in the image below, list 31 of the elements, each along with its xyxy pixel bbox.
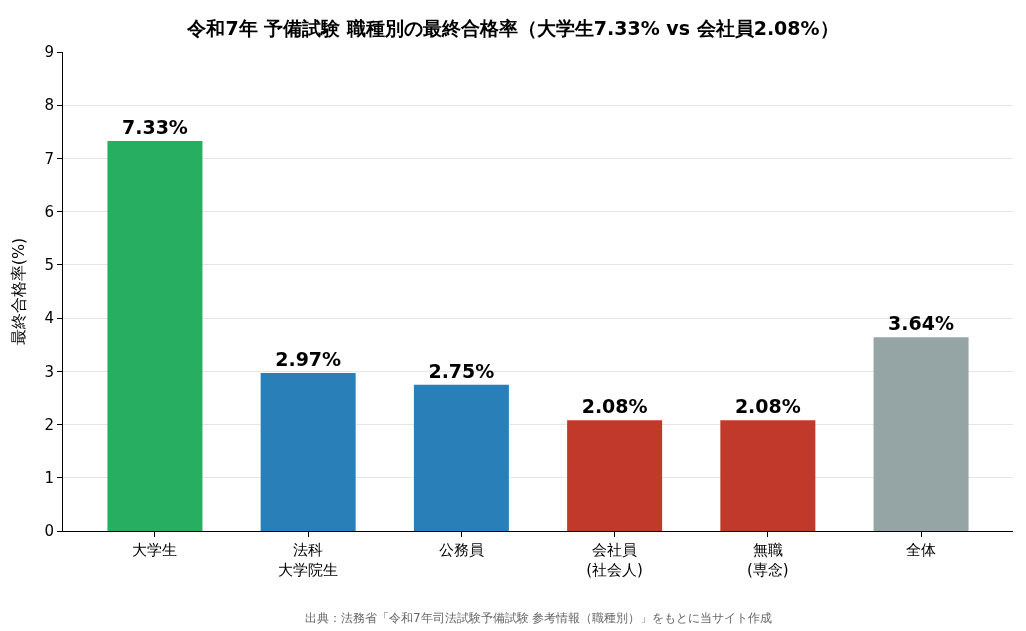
y-tick-label: 8 xyxy=(44,96,54,115)
bar xyxy=(720,420,816,531)
bar xyxy=(873,337,969,531)
y-tick-label: 1 xyxy=(44,469,54,488)
bar xyxy=(413,384,509,531)
x-tick-label: 無職(専念) xyxy=(746,541,789,579)
x-tick-label: 公務員 xyxy=(438,541,484,559)
y-tick-label: 6 xyxy=(44,202,54,221)
y-tick-label: 0 xyxy=(44,522,54,541)
data-label: 2.08% xyxy=(734,395,801,418)
y-tick-label: 7 xyxy=(44,149,54,168)
data-label: 2.97% xyxy=(275,347,342,370)
y-tick-label: 2 xyxy=(44,415,54,434)
x-tick-label: 全体 xyxy=(906,541,937,559)
y-tick-label: 5 xyxy=(44,256,54,275)
bar xyxy=(567,420,663,531)
y-tick-label: 9 xyxy=(44,43,54,62)
y-axis-title: 最終合格率(%) xyxy=(9,237,29,346)
data-label: 3.64% xyxy=(888,312,955,335)
y-tick-label: 3 xyxy=(44,362,54,381)
bar xyxy=(260,372,356,531)
x-tick-label: 法科大学院生 xyxy=(278,541,339,579)
chart-title: 令和7年 予備試験 職種別の最終合格率（大学生7.33% vs 会社員2.08%） xyxy=(186,17,839,40)
x-tick-label: 大学生 xyxy=(132,541,178,559)
bar xyxy=(107,140,203,531)
data-label: 2.08% xyxy=(581,395,648,418)
x-tick-label: 会社員(社会人) xyxy=(586,541,643,579)
data-label: 2.75% xyxy=(428,359,495,382)
data-label: 7.33% xyxy=(121,115,188,138)
source-note: 出典：法務省「令和7年司法試験予備試験 参考情報（職種別）」をもとに当サイト作成 xyxy=(305,611,773,625)
y-tick-label: 4 xyxy=(44,309,54,328)
